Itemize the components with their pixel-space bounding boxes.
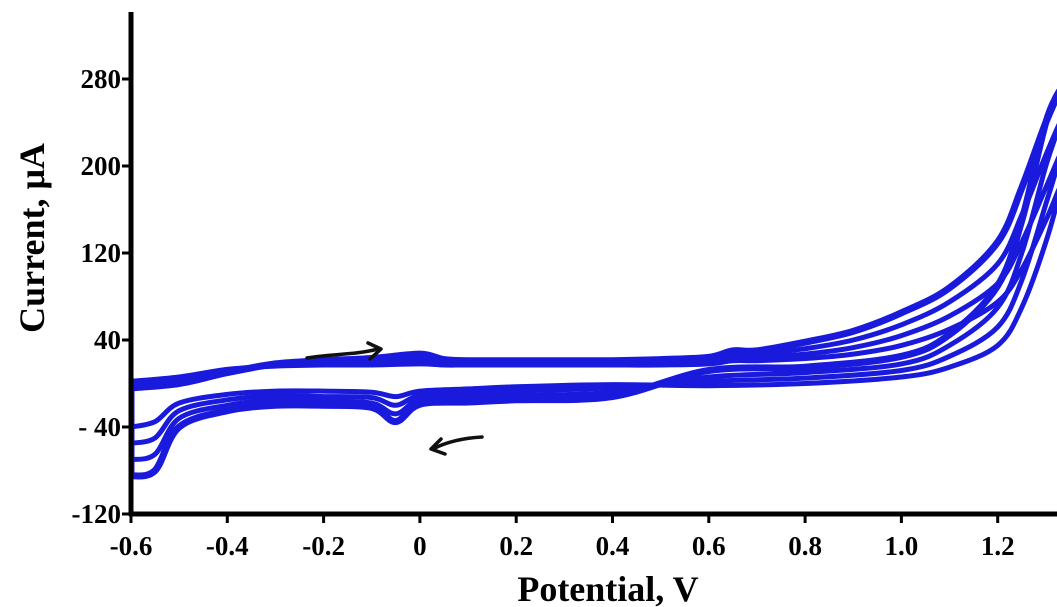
y-tick-label: 40 xyxy=(94,325,121,355)
x-tick-label: -0.6 xyxy=(110,531,153,561)
x-tick-label: 1.0 xyxy=(885,531,919,561)
cv-series-line xyxy=(131,187,1057,430)
y-tick-label: 280 xyxy=(81,64,122,94)
cv-series-line xyxy=(131,88,1057,480)
arrow-forward-scan xyxy=(305,347,380,360)
plot-series xyxy=(131,88,1057,480)
y-axis-title: Current, μA xyxy=(12,143,52,333)
x-tick-label: -0.2 xyxy=(302,531,345,561)
arrow-forward-scan-head xyxy=(366,341,383,361)
y-tick-label: 120 xyxy=(81,238,122,268)
ticks: -0.6 -0.4 -0.2 0 0.2 0.4 0.6 0.8 1.0 1.2 -120 - 40 4… xyxy=(72,64,1015,561)
x-axis-title: Potential, V xyxy=(517,569,698,607)
axes xyxy=(128,12,1057,517)
x-tick-label: 0.6 xyxy=(692,531,726,561)
x-tick-label: 0 xyxy=(413,531,427,561)
y-tick-label: - 40 xyxy=(78,412,121,442)
annotations xyxy=(305,341,484,456)
x-tick-label: -0.4 xyxy=(206,531,249,561)
arrow-reverse-scan-head xyxy=(429,437,447,456)
y-tick-label: -120 xyxy=(72,499,122,529)
y-tick-label: 200 xyxy=(81,151,122,181)
arrow-reverse-scan xyxy=(431,435,484,451)
x-tick-label: 0.2 xyxy=(499,531,533,561)
x-tick-label: 0.8 xyxy=(788,531,822,561)
x-tick-label: 1.2 xyxy=(981,531,1015,561)
x-tick-label: 0.4 xyxy=(596,531,630,561)
